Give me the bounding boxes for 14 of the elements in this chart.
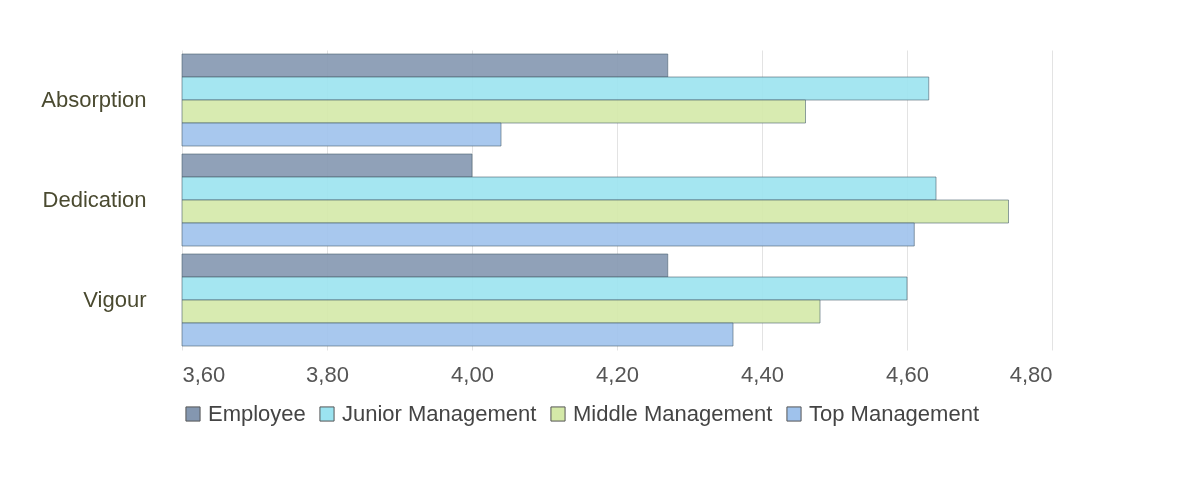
legend-label: Employee	[208, 401, 306, 426]
x-tick-label: 4,60	[886, 361, 929, 387]
x-tick-label: 4,00	[451, 361, 494, 387]
y-tick-label: Dedication	[42, 187, 147, 212]
x-tick-label: 4,20	[596, 361, 639, 387]
legend-label: Junior Management	[342, 401, 537, 426]
y-tick-label: Vigour	[83, 287, 147, 312]
legend-label: Top Management	[809, 401, 979, 426]
y-tick-label: Absorption	[41, 87, 147, 112]
legend-label: Middle Management	[573, 401, 773, 426]
x-tick-label: 3,60	[182, 361, 226, 387]
x-tick-label: 3,80	[306, 361, 349, 387]
x-tick-label: 4,80	[1009, 361, 1053, 387]
x-tick-label: 4,40	[741, 361, 784, 387]
